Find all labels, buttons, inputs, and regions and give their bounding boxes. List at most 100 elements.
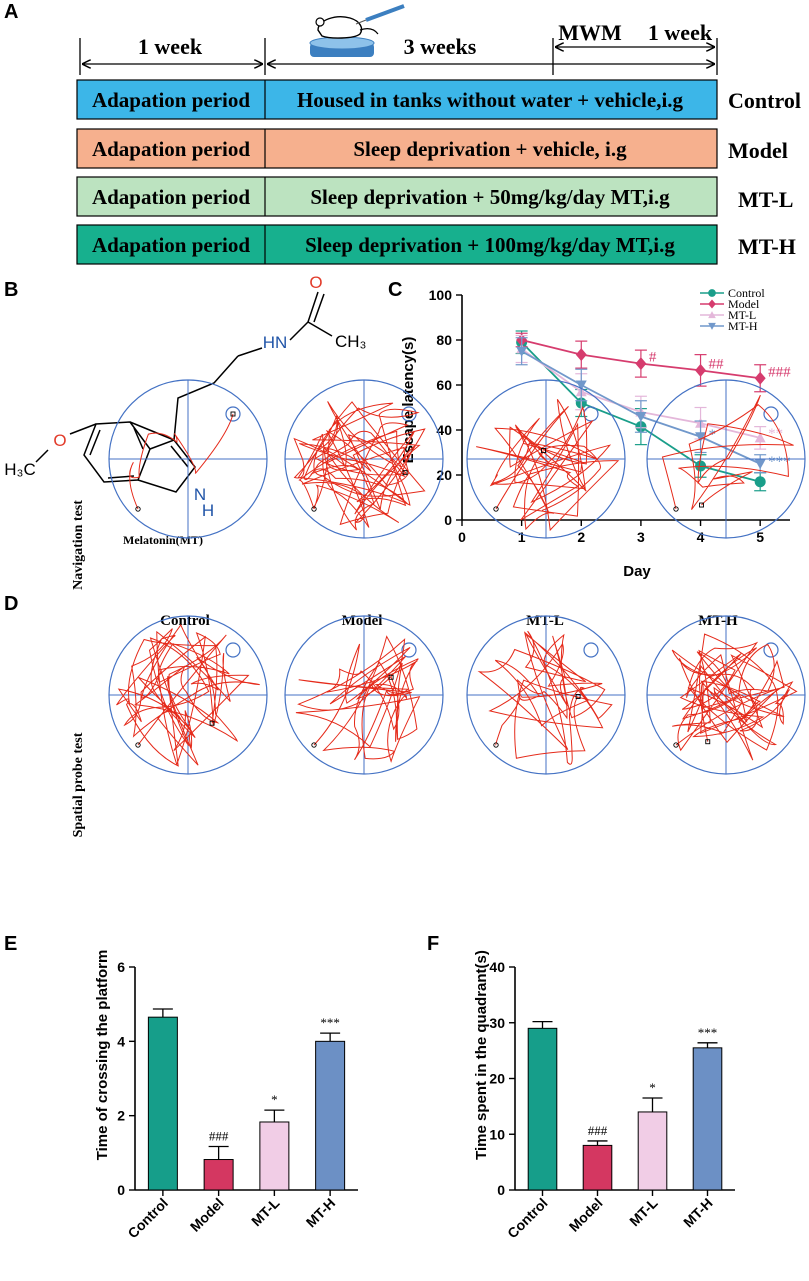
pool-1-1 [284, 615, 444, 775]
end-point [575, 694, 581, 699]
data-point [575, 380, 587, 391]
start-point [135, 506, 141, 512]
y-tick-label: 40 [436, 422, 452, 438]
bar-chart-f: 0 10 20 30 40 Control ### Model * MT-L *** MT-H [489, 959, 735, 1241]
atom-methyl: CH₃ [335, 332, 366, 351]
row-box [76, 176, 718, 217]
panel-letter-b: B [4, 279, 18, 301]
significance-mark: ### [209, 1129, 229, 1144]
y-tick-label: 6 [117, 959, 125, 975]
data-point [754, 459, 766, 470]
panel-a: A 1 week 3 weeks MWM 1 week Adapation pe… [4, 1, 801, 265]
span-1-week: 1 week [138, 34, 203, 59]
timeline-row-model: Adapation period Sleep deprivation + veh… [76, 128, 788, 169]
significance-mark: * [271, 1092, 278, 1107]
start-point [673, 506, 679, 512]
significance-mark: *** [768, 454, 791, 470]
pool-0-1 [284, 379, 444, 539]
mouse-syringe-icon [309, 4, 405, 57]
platform-target [401, 642, 417, 658]
data-point [708, 289, 716, 297]
data-point [635, 412, 647, 422]
chart-f-ylabel: Time spent in the quadrant(s) [473, 950, 490, 1160]
x-tick-label: 2 [577, 529, 585, 545]
track-col-model: Model [342, 613, 383, 629]
significance-mark: ### [588, 1123, 608, 1138]
atom-o-methoxy: O [53, 431, 66, 450]
start-point [311, 506, 317, 512]
platform-target [401, 406, 417, 422]
treatment-label: Sleep deprivation + vehicle, i.g [353, 137, 627, 161]
phase-label: Adapation period [92, 185, 250, 209]
panel-letter-e: E [4, 933, 17, 955]
pool-0-0 [108, 379, 268, 539]
x-tick-label: MT-L [248, 1194, 283, 1229]
atom-methoxy-group: H₃C [4, 460, 35, 479]
row-box [76, 128, 718, 169]
x-tick-label: 1 [518, 529, 526, 545]
panel-letter-a: A [4, 1, 18, 23]
timeline-row-control: Adapation period Housed in tanks without… [76, 79, 801, 120]
start-point [673, 742, 679, 748]
chart-e-ylabel: Time of crossing the platform [94, 950, 111, 1161]
bar-mt-l [259, 1121, 290, 1191]
x-tick-label: 5 [756, 529, 764, 545]
data-point [754, 432, 766, 443]
atom-h-indole: H [202, 501, 214, 520]
y-tick-label: 4 [117, 1033, 125, 1049]
x-tick-label: 0 [458, 529, 466, 545]
platform-target [763, 642, 779, 658]
track-col-control: Control [160, 613, 210, 629]
y-tick-label: 0 [117, 1182, 125, 1198]
x-tick-label: Model [187, 1195, 227, 1235]
legend-label: Control [728, 286, 765, 300]
legend-label: MT-H [728, 319, 758, 333]
row-box [76, 79, 718, 120]
bar-model [582, 1144, 613, 1191]
end-point [699, 502, 704, 508]
data-point [575, 348, 587, 362]
panel-f: F Time spent in the quadrant(s) 0 10 20 30 4… [427, 933, 735, 1241]
bar-mt-h [315, 1040, 346, 1191]
treatment-label: Sleep deprivation + 50mg/kg/day MT,i.g [310, 185, 670, 209]
y-tick-label: 10 [489, 1126, 505, 1142]
atom-nh-amide: HN [263, 333, 288, 352]
bar-chart-e: 0 2 4 6 Control ### Model * MT-L *** MT-H [117, 959, 358, 1241]
phase-label: Adapation period [92, 137, 250, 161]
x-tick-label: 4 [697, 529, 705, 545]
series-mt-h [515, 337, 767, 474]
panel-letter-f: F [427, 933, 439, 955]
y-tick-label: 20 [436, 467, 452, 483]
end-point [209, 720, 215, 726]
end-point [705, 739, 711, 745]
timeline-row-mt-l: Adapation period Sleep deprivation + 50m… [76, 176, 793, 217]
swim-path [661, 394, 794, 510]
track-row-navigation: Navigation test [71, 500, 86, 590]
span-mwm-1-week: 1 week [648, 20, 713, 45]
chart-c-xlabel: Day [623, 563, 651, 580]
atom-o-carbonyl: O [309, 273, 322, 292]
molecule-name: Melatonin(MT) [123, 533, 203, 547]
bar-mt-l [637, 1111, 668, 1191]
platform-target [225, 406, 241, 422]
pool-0-3 [646, 379, 806, 539]
data-point [695, 363, 707, 377]
start-point [311, 742, 317, 748]
panel-letter-d: D [4, 593, 18, 615]
group-label: Model [728, 138, 788, 163]
bar-mt-h [692, 1047, 723, 1191]
y-tick-label: 0 [497, 1182, 505, 1198]
group-label: MT-L [738, 187, 793, 212]
bar-control [527, 1027, 558, 1191]
start-point [135, 742, 141, 748]
data-point [695, 432, 707, 443]
swim-path [671, 633, 798, 761]
treatment-label: Housed in tanks without water + vehicle,… [297, 88, 684, 112]
panel-b: B O HN CH₃ O H₃C N H Mela [4, 273, 366, 547]
swim-tracks [108, 379, 806, 775]
significance-mark: ** [768, 426, 783, 442]
data-point [754, 476, 766, 488]
x-tick-label: Control [124, 1195, 171, 1242]
y-tick-label: 0 [444, 512, 452, 528]
